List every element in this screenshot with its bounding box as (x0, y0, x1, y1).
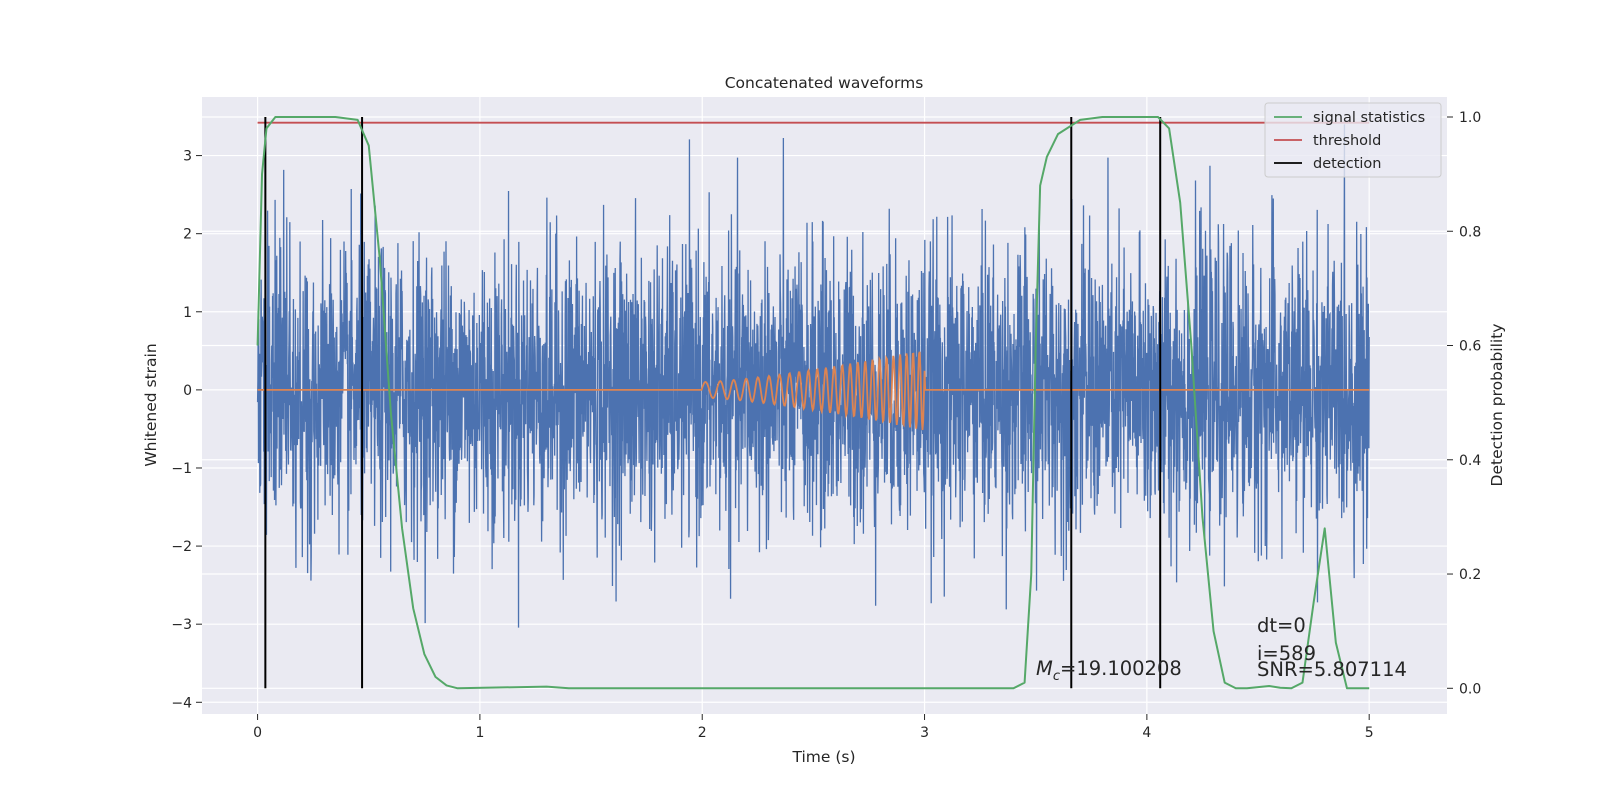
x-tick-label: 2 (698, 725, 707, 741)
y-left-tick-label: −1 (171, 461, 192, 477)
legend-box (1264, 102, 1442, 178)
x-axis-ticks: 0 1 2 3 4 5 (253, 714, 1374, 741)
x-tick-label: 0 (253, 725, 262, 741)
injected-line (257, 351, 1370, 431)
series-injected-waveform (257, 351, 1370, 431)
chirp-mass-value: =19.100208 (1060, 657, 1182, 680)
y-right-tick-label: 0.2 (1459, 567, 1481, 583)
svg-text:Mc=19.100208: Mc=19.100208 (1036, 657, 1182, 684)
y-axis-right-ticks: 1.0 0.8 0.6 0.4 0.2 0.0 (1447, 110, 1481, 697)
y-axis-right-label: Detection probability (1488, 324, 1506, 487)
y-right-tick-label: 0.0 (1459, 681, 1481, 697)
signal-statistics-line (256, 116, 1370, 690)
x-tick-label: 5 (1365, 725, 1374, 741)
annotation-chirp-mass: Mc=19.100208 (1036, 657, 1182, 684)
chirp-mass-subscript: c (1053, 669, 1060, 684)
chart-title: Concatenated waveforms (725, 74, 924, 92)
y-left-tick-label: −2 (171, 539, 192, 555)
y-left-tick-label: 3 (183, 149, 192, 165)
chirp-mass-symbol: M (1036, 657, 1053, 680)
y-left-tick-label: −3 (171, 617, 192, 633)
strain-line (256, 124, 1370, 628)
x-axis-label: Time (s) (791, 748, 855, 766)
series-whitened-strain (256, 124, 1370, 628)
y-axis-left-label: Whitened strain (142, 343, 160, 466)
y-left-tick-label: −4 (171, 695, 192, 711)
series-signal-statistics (256, 116, 1370, 690)
y-left-tick-label: 2 (183, 227, 192, 243)
y-right-tick-label: 0.8 (1459, 224, 1481, 240)
y-left-tick-label: 0 (183, 383, 192, 399)
y-right-tick-label: 0.6 (1459, 339, 1481, 355)
x-tick-label: 1 (475, 725, 484, 741)
annotation-index: i=589 (1257, 642, 1316, 665)
annotation-snr: SNR=5.807114 (1257, 658, 1407, 681)
y-right-tick-label: 0.4 (1459, 453, 1481, 469)
legend-label-threshold: threshold (1313, 133, 1381, 149)
series-detection (264, 116, 1162, 689)
y-axis-left-ticks: 3 2 1 0 −1 −2 −3 −4 (171, 149, 202, 711)
legend-label-detection: detection (1313, 156, 1381, 172)
x-tick-label: 4 (1142, 725, 1151, 741)
legend-label-signal-statistics: signal statistics (1313, 110, 1425, 126)
annotation-dt: dt=0 (1257, 614, 1306, 637)
y-left-tick-label: 1 (183, 305, 192, 321)
x-tick-label: 3 (920, 725, 929, 741)
y-right-tick-label: 1.0 (1459, 110, 1481, 126)
legend: signal statistics threshold detection (1264, 102, 1442, 178)
